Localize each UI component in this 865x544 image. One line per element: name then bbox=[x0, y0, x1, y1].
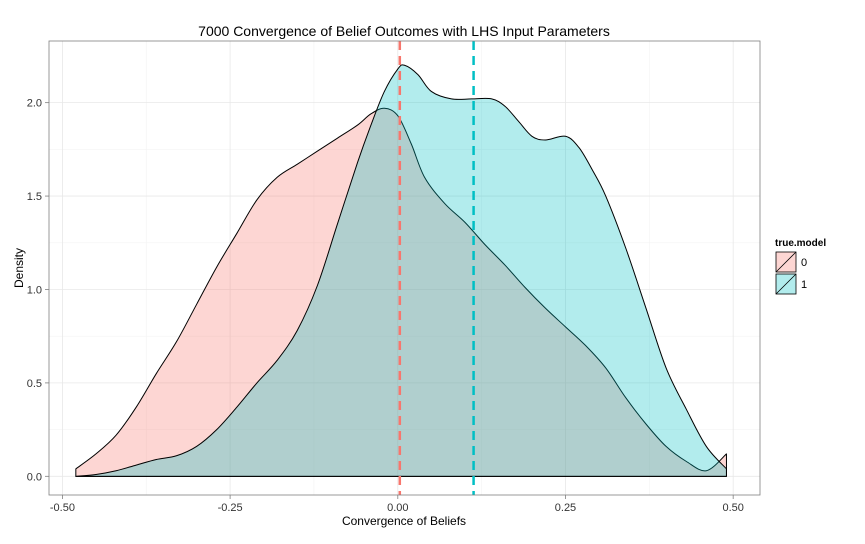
x-tick-label: 0.25 bbox=[555, 502, 576, 514]
plot-border bbox=[48, 40, 761, 496]
x-axis-title: Convergence of Beliefs bbox=[342, 514, 466, 528]
y-tick-label: 1.5 bbox=[27, 191, 42, 203]
legend-key-diagonal bbox=[775, 273, 797, 295]
density-area-series-0 bbox=[75, 107, 727, 477]
y-tick-label: 0.5 bbox=[27, 378, 42, 390]
legend-label-series-0: 0 bbox=[801, 257, 807, 269]
x-tick-label: -0.25 bbox=[218, 502, 243, 514]
y-tick-label: 2.0 bbox=[27, 98, 42, 110]
x-tick-label: -0.50 bbox=[50, 502, 75, 514]
y-tick-label: 0.0 bbox=[27, 471, 42, 483]
x-axis-ticks: -0.50 -0.25 0.00 0.25 0.50 bbox=[50, 495, 744, 514]
y-tick-label: 1.0 bbox=[27, 284, 42, 296]
y-axis-ticks: 0.0 0.5 1.0 1.5 2.0 bbox=[27, 98, 49, 483]
x-tick-label: 0.50 bbox=[722, 502, 743, 514]
legend-key-diagonal bbox=[775, 251, 797, 273]
density-area-series-1 bbox=[75, 64, 727, 477]
legend-label-series-1: 1 bbox=[801, 279, 807, 291]
density-areas bbox=[75, 64, 727, 477]
x-tick-label: 0.00 bbox=[387, 502, 408, 514]
mean-lines bbox=[398, 41, 475, 495]
legend-title: true.model bbox=[775, 238, 826, 249]
legend: true.model 0 1 bbox=[775, 238, 826, 295]
chart-title: 7000 Convergence of Belief Outcomes with… bbox=[198, 23, 610, 39]
y-axis-title: Density bbox=[12, 248, 26, 288]
